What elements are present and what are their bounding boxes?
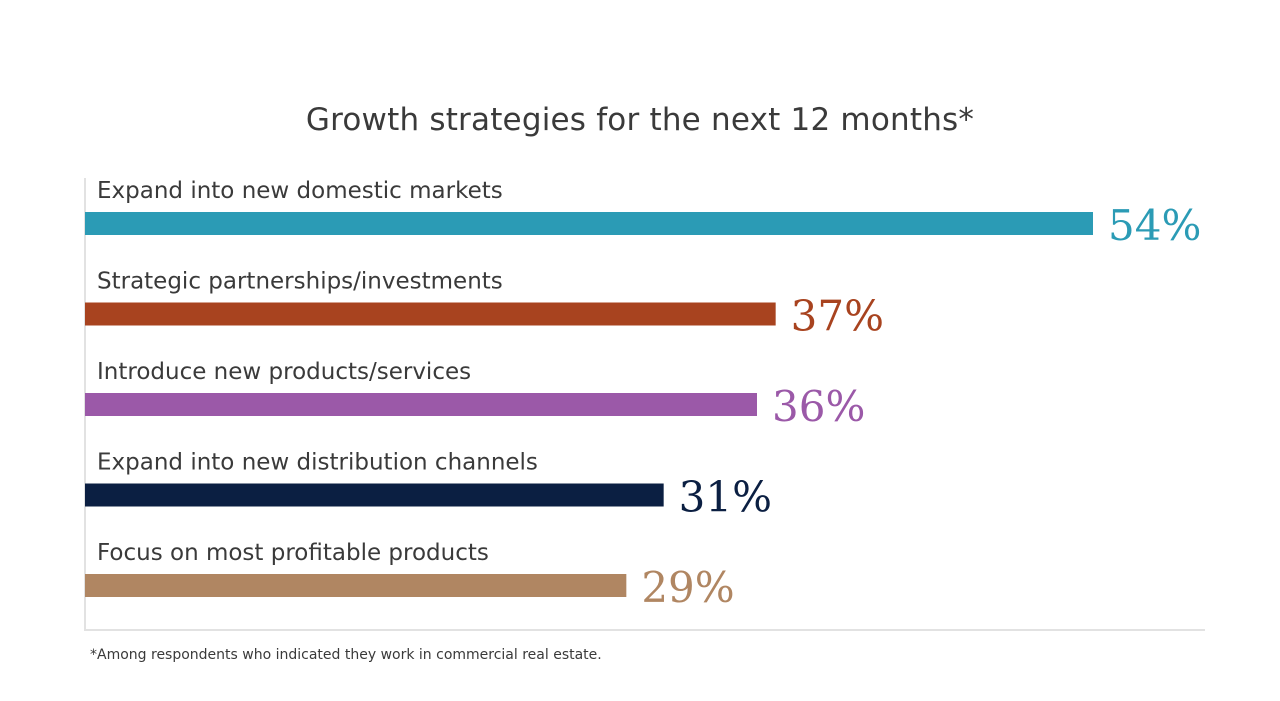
bar-label: Expand into new domestic markets (97, 178, 503, 204)
bar (85, 483, 664, 507)
value-label: 29% (641, 563, 734, 612)
chart-title: Growth strategies for the next 12 months… (305, 102, 975, 138)
value-label: 31% (679, 473, 772, 522)
bar-label: Strategic partnerships/investments (97, 269, 503, 295)
bars-group: Expand into new domestic markets 54% Strat… (85, 178, 1201, 612)
bar (85, 212, 1093, 235)
value-label: 54% (1108, 201, 1201, 250)
value-label: 37% (791, 292, 884, 341)
bar (85, 393, 757, 416)
bar (85, 574, 627, 597)
bar-label: Focus on most profitable products (97, 540, 489, 566)
footnote: *Among respondents who indicated they wo… (90, 647, 602, 663)
bar-label: Expand into new distribution channels (97, 450, 538, 476)
bar-label: Introduce new products/services (97, 359, 471, 385)
value-label: 36% (772, 382, 865, 431)
bar (85, 302, 776, 326)
